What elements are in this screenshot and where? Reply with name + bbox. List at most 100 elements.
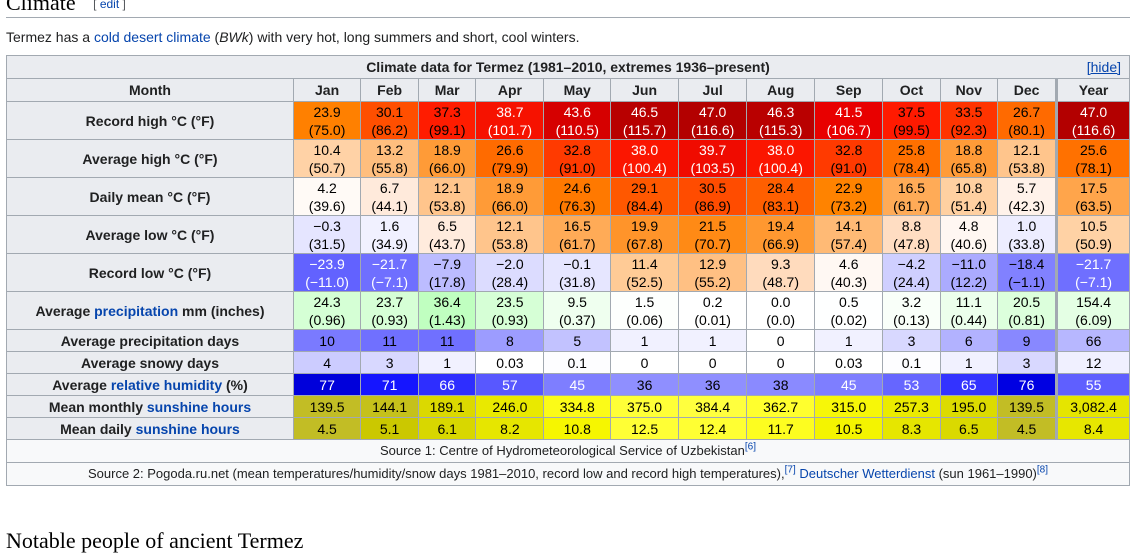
cell-value: 45 bbox=[840, 376, 857, 393]
table-cell: 36 bbox=[678, 373, 748, 396]
cell-secondary-value: (0.0) bbox=[766, 311, 796, 328]
table-cell: 25.8 (78.4) bbox=[882, 139, 941, 178]
table-cell: 0.1 bbox=[543, 351, 612, 374]
cell-secondary-value: (100.4) bbox=[622, 159, 667, 176]
cell-secondary-value: (76.3) bbox=[558, 197, 596, 214]
cell-value: 21.5 bbox=[699, 217, 727, 234]
cell-value: 9.5 bbox=[567, 293, 587, 310]
ref-7-link[interactable]: [7] bbox=[784, 464, 796, 476]
cell-secondary-value: (61.7) bbox=[558, 235, 596, 252]
row-label: Average precipitation mm (inches) bbox=[6, 291, 294, 330]
cell-value: 19.4 bbox=[767, 217, 795, 234]
cell-secondary-value: (63.5) bbox=[1075, 197, 1112, 214]
cell-value: 246.0 bbox=[492, 398, 528, 415]
table-cell: 14.1 (57.4) bbox=[814, 215, 884, 254]
table-cell: 77 bbox=[292, 373, 362, 396]
row-label-link[interactable]: sunshine hours bbox=[146, 398, 252, 415]
cell-secondary-value: (31.8) bbox=[558, 273, 596, 290]
table-cell: −2.0 (28.4) bbox=[475, 253, 545, 292]
cell-value: 46.5 bbox=[630, 103, 659, 120]
source-2-suffix: (sun 1961–1990) bbox=[934, 466, 1037, 481]
cell-secondary-value: (24.4) bbox=[893, 273, 930, 290]
cell-secondary-value: (115.3) bbox=[759, 121, 803, 138]
table-row: Average relative humidity (%) 77 71 66 57 45 3… bbox=[6, 373, 1130, 396]
cell-value: 18.9 bbox=[496, 179, 524, 196]
cell-value: 6.1 bbox=[437, 420, 457, 437]
row-label-link[interactable]: sunshine hours bbox=[135, 420, 240, 437]
cell-value: 66 bbox=[439, 376, 455, 393]
table-cell: 3 bbox=[360, 351, 420, 374]
table-cell: 45 bbox=[814, 373, 884, 396]
table-cell: 65 bbox=[939, 373, 998, 396]
cell-secondary-value: (42.3) bbox=[1008, 197, 1045, 214]
table-cell: 5 bbox=[543, 329, 612, 352]
table-cell: 4.8 (40.6) bbox=[939, 215, 998, 254]
table-cell: 10.5 bbox=[814, 417, 884, 440]
cell-secondary-value: (28.4) bbox=[491, 273, 529, 290]
table-cell: 19.4 (66.9) bbox=[746, 215, 816, 254]
cell-value: 14.1 bbox=[835, 217, 863, 234]
cell-secondary-value: (61.7) bbox=[893, 197, 930, 214]
cell-value: 8.2 bbox=[500, 420, 520, 437]
table-cell: 10 bbox=[292, 329, 362, 352]
cell-value: 30.5 bbox=[699, 179, 727, 196]
cell-value: 10.4 bbox=[313, 141, 341, 158]
cell-value: 9.3 bbox=[770, 255, 791, 272]
table-cell: 12.1 (53.8) bbox=[418, 177, 477, 216]
cell-value: 375.0 bbox=[627, 398, 663, 415]
cell-secondary-value: (52.5) bbox=[626, 273, 663, 290]
cell-value: 25.6 bbox=[1079, 141, 1108, 158]
table-cell: −11.0 (12.2) bbox=[939, 253, 998, 292]
table-cell: 0.03 bbox=[475, 351, 545, 374]
cell-value: 39.7 bbox=[699, 141, 727, 158]
cell-value: 3.2 bbox=[901, 293, 922, 310]
cell-value: 66 bbox=[1085, 332, 1102, 349]
cell-value: 6.5 bbox=[959, 420, 979, 437]
table-cell: −7.9 (17.8) bbox=[418, 253, 477, 292]
table-cell: 3 bbox=[996, 351, 1058, 374]
cell-value: 43.6 bbox=[563, 103, 591, 120]
cell-value: 3 bbox=[385, 354, 394, 371]
cell-secondary-value: (−1.1) bbox=[1008, 273, 1046, 290]
table-row: Average high °C (°F) 10.4 (50.7) 13.2 (55.8)… bbox=[6, 139, 1130, 178]
table-row: Record high °C (°F) 23.9 (75.0) 30.1 (86.2) 3… bbox=[6, 101, 1130, 140]
month-header-jul: Jul bbox=[678, 78, 748, 102]
edit-link[interactable]: edit bbox=[99, 0, 120, 11]
cell-value: 1.0 bbox=[1016, 217, 1037, 234]
month-header-feb: Feb bbox=[360, 78, 420, 102]
dwd-link[interactable]: Deutscher Wetterdienst bbox=[799, 466, 935, 481]
cell-value: −21.7 bbox=[371, 255, 408, 272]
cell-secondary-value: (83.1) bbox=[762, 197, 799, 214]
row-label-text: Mean monthly bbox=[48, 398, 147, 415]
hide-toggle[interactable]: [hide] bbox=[1086, 59, 1121, 75]
cold-desert-climate-link[interactable]: cold desert climate bbox=[93, 29, 211, 45]
table-cell: 71 bbox=[360, 373, 420, 396]
ref-8-link[interactable]: [8] bbox=[1036, 464, 1049, 476]
table-cell: 4.5 bbox=[292, 417, 362, 440]
cell-value: 10.8 bbox=[563, 420, 591, 437]
table-cell: 1 bbox=[814, 329, 884, 352]
row-label-link[interactable]: relative humidity bbox=[110, 376, 223, 393]
row-label-link[interactable]: precipitation bbox=[94, 302, 179, 319]
cell-value: 6 bbox=[964, 332, 973, 349]
cell-value: 0.03 bbox=[496, 354, 524, 371]
table-cell: 38.0 (100.4) bbox=[746, 139, 816, 178]
month-header-sep: Sep bbox=[814, 78, 884, 102]
cell-value: 1 bbox=[844, 332, 853, 349]
cell-secondary-value: (0.13) bbox=[893, 311, 930, 328]
cell-value: −0.3 bbox=[313, 217, 341, 234]
table-cell: −0.1 (31.8) bbox=[543, 253, 612, 292]
cell-secondary-value: (101.7) bbox=[487, 121, 533, 138]
table-cell: 37.3 (99.1) bbox=[418, 101, 477, 140]
cell-secondary-value: (70.7) bbox=[694, 235, 731, 252]
ref-6-link[interactable]: [6] bbox=[744, 441, 757, 453]
table-cell: 195.0 bbox=[939, 395, 998, 418]
row-label: Mean monthly sunshine hours bbox=[6, 395, 294, 418]
table-cell: −23.9 (−11.0) bbox=[292, 253, 362, 292]
row-label-text: Average bbox=[35, 302, 95, 319]
table-cell: 25.6 (78.1) bbox=[1055, 139, 1130, 178]
table-cell: 37.5 (99.5) bbox=[882, 101, 941, 140]
cell-value: 77 bbox=[319, 376, 335, 393]
table-cell: 33.5 (92.3) bbox=[939, 101, 998, 140]
table-cell: 334.8 bbox=[543, 395, 612, 418]
